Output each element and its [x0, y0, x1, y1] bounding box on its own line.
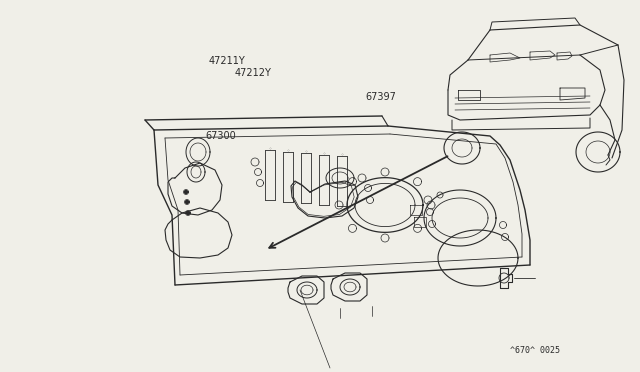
Text: 67397: 67397 [365, 92, 396, 102]
Circle shape [186, 201, 189, 203]
Text: 67300: 67300 [205, 131, 236, 141]
Text: 47212Y: 47212Y [234, 68, 271, 77]
Text: 47211Y: 47211Y [209, 57, 246, 66]
Text: ^670^ 0025: ^670^ 0025 [510, 346, 560, 355]
Circle shape [184, 190, 188, 193]
Circle shape [186, 212, 189, 215]
